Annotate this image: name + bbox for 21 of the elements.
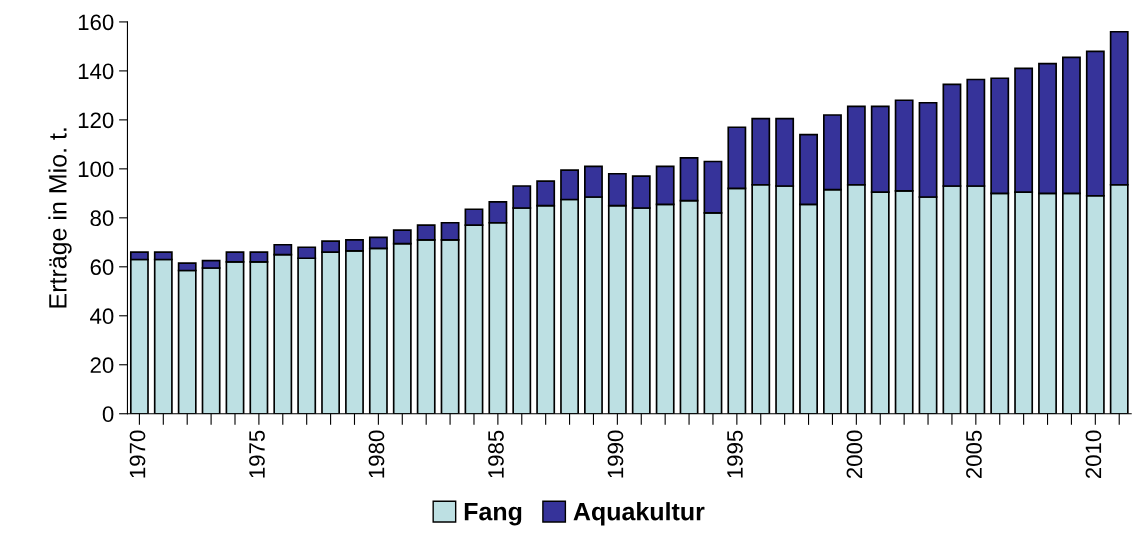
x-tick-label: 1975 (249, 430, 265, 478)
y-tick-label: 80 (90, 210, 114, 227)
x-tick-label: 1985 (488, 430, 504, 478)
y-tick-label: 140 (78, 63, 114, 80)
x-tick-label: 1970 (129, 430, 146, 478)
y-tick-label: 0 (102, 406, 114, 423)
x-tick-label: 2010 (1085, 430, 1102, 479)
y-tick-label: 20 (90, 357, 114, 374)
y-axis-title: Erträge in Mio. t. (48, 128, 72, 308)
y-tick-label: 120 (78, 112, 114, 129)
x-tick-label: 1980 (368, 430, 385, 478)
y-tick-label: 160 (78, 14, 114, 31)
x-tick-label: 1990 (607, 430, 624, 478)
x-tick-label: 1995 (727, 430, 743, 478)
y-tick-label: 100 (78, 161, 114, 178)
legend-label: Fang (464, 503, 522, 526)
legend-label: Aquakultur (573, 502, 705, 526)
x-tick-label: 2000 (846, 430, 863, 479)
x-tick-label: 2005 (966, 430, 982, 479)
y-tick-label: 60 (90, 259, 114, 276)
y-tick-label: 40 (90, 308, 114, 325)
